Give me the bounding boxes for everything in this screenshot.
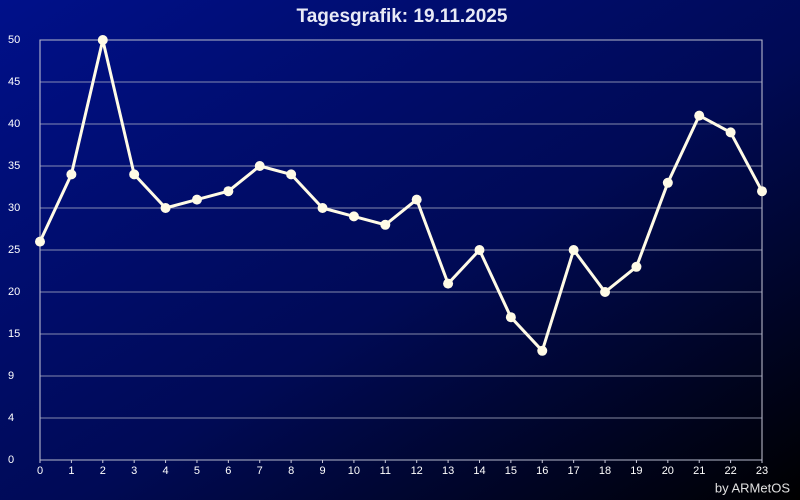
y-tick-label: 4 xyxy=(8,412,14,424)
data-point xyxy=(348,211,359,222)
x-tick-label: 11 xyxy=(380,465,391,477)
x-tick-label: 6 xyxy=(225,465,231,477)
x-tick-label: 14 xyxy=(473,465,485,477)
y-tick-label: 20 xyxy=(8,286,20,298)
x-tick-label: 16 xyxy=(536,465,548,477)
x-tick-label: 21 xyxy=(693,465,705,477)
y-tick-label: 35 xyxy=(8,160,20,172)
data-point xyxy=(537,345,548,356)
x-tick-label: 12 xyxy=(411,465,423,477)
data-point xyxy=(317,203,328,213)
x-tick-label: 5 xyxy=(194,465,200,477)
x-tick-label: 13 xyxy=(442,465,454,477)
x-tick-label: 1 xyxy=(68,465,74,477)
x-tick-label: 20 xyxy=(662,465,674,477)
data-point xyxy=(160,203,171,213)
data-point xyxy=(35,236,45,247)
data-point xyxy=(757,186,767,197)
y-tick-label: 15 xyxy=(8,328,20,340)
x-tick-label: 22 xyxy=(724,465,736,477)
data-point xyxy=(129,169,140,180)
x-tick-label: 4 xyxy=(163,465,169,477)
x-tick-label: 2 xyxy=(100,465,106,477)
x-tick-label: 23 xyxy=(756,465,768,477)
x-tick-label: 10 xyxy=(348,465,360,477)
x-tick-label: 0 xyxy=(37,465,43,477)
data-point xyxy=(694,110,705,121)
x-tick-label: 17 xyxy=(568,465,580,477)
data-point xyxy=(97,35,108,45)
y-tick-label: 50 xyxy=(8,34,20,46)
data-point xyxy=(662,177,673,188)
data-line xyxy=(38,38,764,353)
data-point xyxy=(725,127,736,138)
x-tick-label: 19 xyxy=(630,465,642,477)
x-tick-label: 3 xyxy=(131,465,137,477)
data-point xyxy=(600,287,611,297)
y-tick-label: 25 xyxy=(8,244,20,256)
y-tick-label: 0 xyxy=(8,454,14,466)
chart-title: Tagesgrafik: 19.11.2025 xyxy=(297,6,508,27)
data-point xyxy=(411,194,422,205)
x-tick-label: 9 xyxy=(319,465,325,477)
data-point xyxy=(223,186,234,197)
x-tick-label: 18 xyxy=(599,465,611,477)
x-tick-label: 7 xyxy=(257,465,263,477)
data-point xyxy=(631,261,642,272)
data-point xyxy=(66,169,77,180)
y-tick-label: 40 xyxy=(8,118,20,130)
data-point xyxy=(286,169,297,180)
y-tick-label: 30 xyxy=(8,202,20,214)
data-point xyxy=(474,245,485,255)
data-point xyxy=(254,161,265,171)
data-point xyxy=(191,194,202,205)
data-point xyxy=(505,312,516,323)
credit: by ARMetOS xyxy=(715,480,790,495)
y-tick-label: 9 xyxy=(8,370,14,382)
x-tick-label: 8 xyxy=(288,465,294,477)
data-point xyxy=(568,245,579,255)
data-point xyxy=(380,219,391,230)
y-tick-label: 45 xyxy=(8,76,20,88)
data-point xyxy=(443,278,454,289)
x-tick-label: 15 xyxy=(505,465,517,477)
